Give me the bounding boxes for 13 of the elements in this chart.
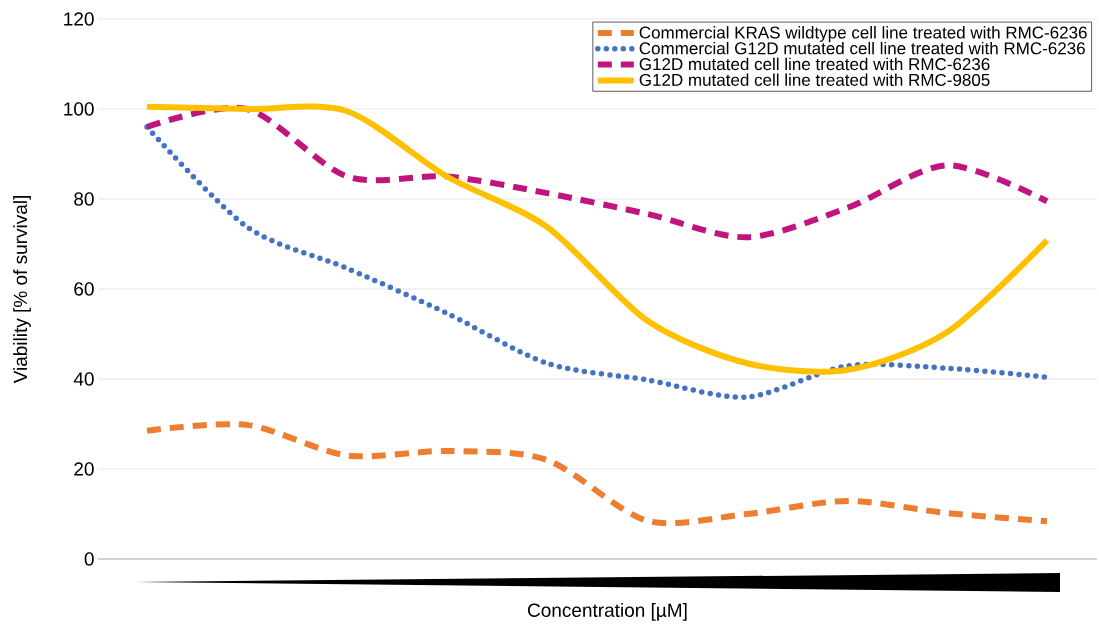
y-tick-label: 80 xyxy=(74,192,94,206)
legend-label: Commercial G12D mutated cell line treated with RMC-6236 xyxy=(639,41,1085,55)
y-tick-label: 120 xyxy=(64,12,94,26)
y-tick-label: 20 xyxy=(74,462,94,476)
legend-label: G12D mutated cell line treated with RMC-9805 xyxy=(639,73,990,86)
y-tick-label: 40 xyxy=(73,372,94,386)
legend-label: Commercial KRAS wildtype cell line treated with RMC-6236 xyxy=(639,26,1087,42)
y-tick-label: 0 xyxy=(84,552,94,566)
y-tick-label: 60 xyxy=(74,282,94,296)
y-axis-title: Viability [% of survival] xyxy=(13,196,31,384)
y-tick-label: 100 xyxy=(64,102,94,116)
legend-label: G12D mutated cell line treated with RMC-6236 xyxy=(639,57,990,71)
x-axis-title: Concentration [µM] xyxy=(528,603,687,621)
